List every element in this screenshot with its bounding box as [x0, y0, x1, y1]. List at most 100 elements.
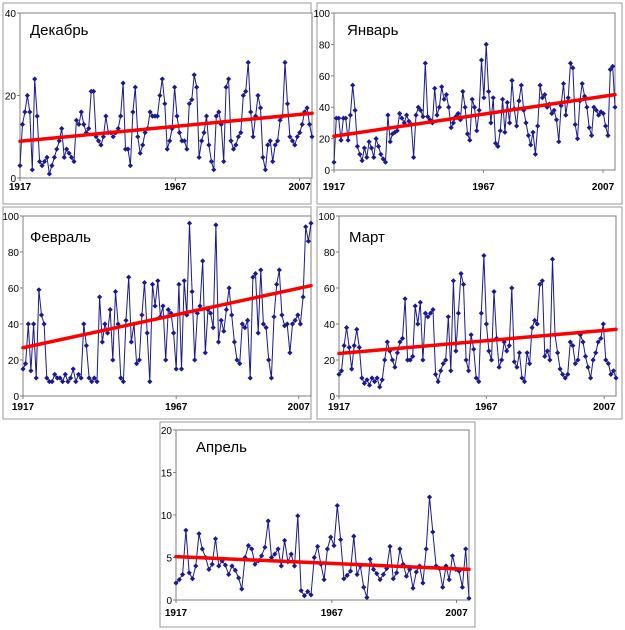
data-point	[511, 359, 517, 365]
data-point	[354, 143, 360, 149]
data-point	[126, 274, 132, 280]
y-tick-label: 40	[324, 320, 336, 331]
data-point	[66, 150, 72, 156]
data-point	[593, 350, 599, 356]
data-point	[262, 167, 268, 173]
data-point	[456, 568, 462, 574]
data-point	[341, 576, 347, 582]
data-point	[236, 575, 242, 581]
data-point	[372, 379, 378, 385]
data-point	[595, 339, 601, 345]
data-point	[147, 379, 153, 385]
data-point	[300, 294, 306, 300]
data-point	[120, 80, 126, 86]
data-point	[445, 314, 451, 320]
data-point	[488, 120, 494, 126]
data-point	[460, 88, 466, 95]
data-point	[196, 531, 202, 537]
data-point	[374, 375, 380, 381]
data-point	[305, 588, 311, 595]
data-point	[387, 139, 393, 145]
data-point	[19, 121, 26, 127]
data-point	[359, 375, 365, 381]
data-point	[387, 543, 393, 550]
data-point	[457, 117, 463, 123]
data-point	[93, 134, 99, 140]
data-point	[575, 357, 581, 363]
data-point	[588, 375, 594, 381]
trend-line	[21, 283, 313, 350]
data-point	[112, 289, 119, 295]
data-point	[203, 113, 210, 119]
data-point	[351, 533, 357, 539]
data-point	[118, 113, 124, 119]
data-point	[245, 317, 251, 323]
data-point	[46, 379, 52, 385]
data-point	[434, 112, 440, 118]
data-point	[180, 571, 186, 578]
data-point	[464, 131, 471, 137]
data-point	[301, 593, 307, 599]
data-point	[346, 344, 352, 350]
data-point	[142, 130, 148, 136]
data-point	[97, 294, 103, 300]
data-point	[189, 97, 195, 103]
x-tick-label: 1967	[475, 402, 498, 413]
data-point	[407, 566, 413, 572]
data-point	[100, 134, 106, 140]
data-point	[496, 364, 502, 370]
data-point	[239, 586, 245, 592]
data-point	[562, 375, 568, 381]
data-point	[275, 546, 281, 552]
data-point	[282, 537, 288, 544]
data-point	[248, 109, 254, 115]
data-point	[338, 368, 345, 374]
data-point	[181, 138, 187, 144]
data-point	[367, 556, 373, 562]
data-point	[403, 573, 409, 579]
data-point	[240, 92, 246, 99]
data-point	[311, 554, 317, 561]
data-point	[197, 303, 203, 309]
data-point	[221, 328, 227, 334]
data-point	[324, 546, 330, 552]
data-point	[81, 321, 87, 327]
data-point	[567, 60, 574, 66]
data-point	[425, 314, 431, 320]
data-point	[289, 138, 295, 144]
data-point	[33, 375, 39, 381]
data-point	[338, 537, 344, 543]
data-point	[257, 105, 264, 111]
data-point	[478, 57, 485, 63]
data-point	[551, 107, 557, 113]
data-point	[199, 546, 205, 552]
data-point	[282, 323, 288, 329]
y-tick-label: 80	[324, 248, 336, 259]
y-tick-label: 0	[10, 174, 16, 185]
data-point	[514, 123, 520, 129]
data-point	[410, 353, 416, 359]
data-point	[250, 134, 256, 140]
data-point	[211, 167, 217, 173]
data-point	[95, 138, 102, 144]
data-point	[61, 154, 67, 160]
chart-title: Апрель	[196, 439, 247, 456]
data-point	[361, 380, 367, 386]
data-point	[38, 312, 45, 318]
data-point	[299, 121, 305, 127]
x-tick-label: 2007	[288, 402, 311, 413]
chart-panel-january: Январь 0 20 40 60 80 100 1917 1967 2007	[313, 2, 623, 205]
data-point	[297, 130, 303, 136]
data-point	[98, 142, 104, 148]
data-point	[347, 568, 354, 574]
data-point	[440, 584, 446, 590]
data-point	[171, 330, 177, 336]
data-point	[404, 112, 410, 118]
data-point	[448, 368, 454, 374]
data-point	[422, 60, 428, 66]
data-point	[486, 348, 492, 354]
data-point	[160, 303, 166, 309]
data-point	[415, 104, 421, 110]
data-point	[438, 368, 444, 374]
data-point	[199, 138, 205, 144]
